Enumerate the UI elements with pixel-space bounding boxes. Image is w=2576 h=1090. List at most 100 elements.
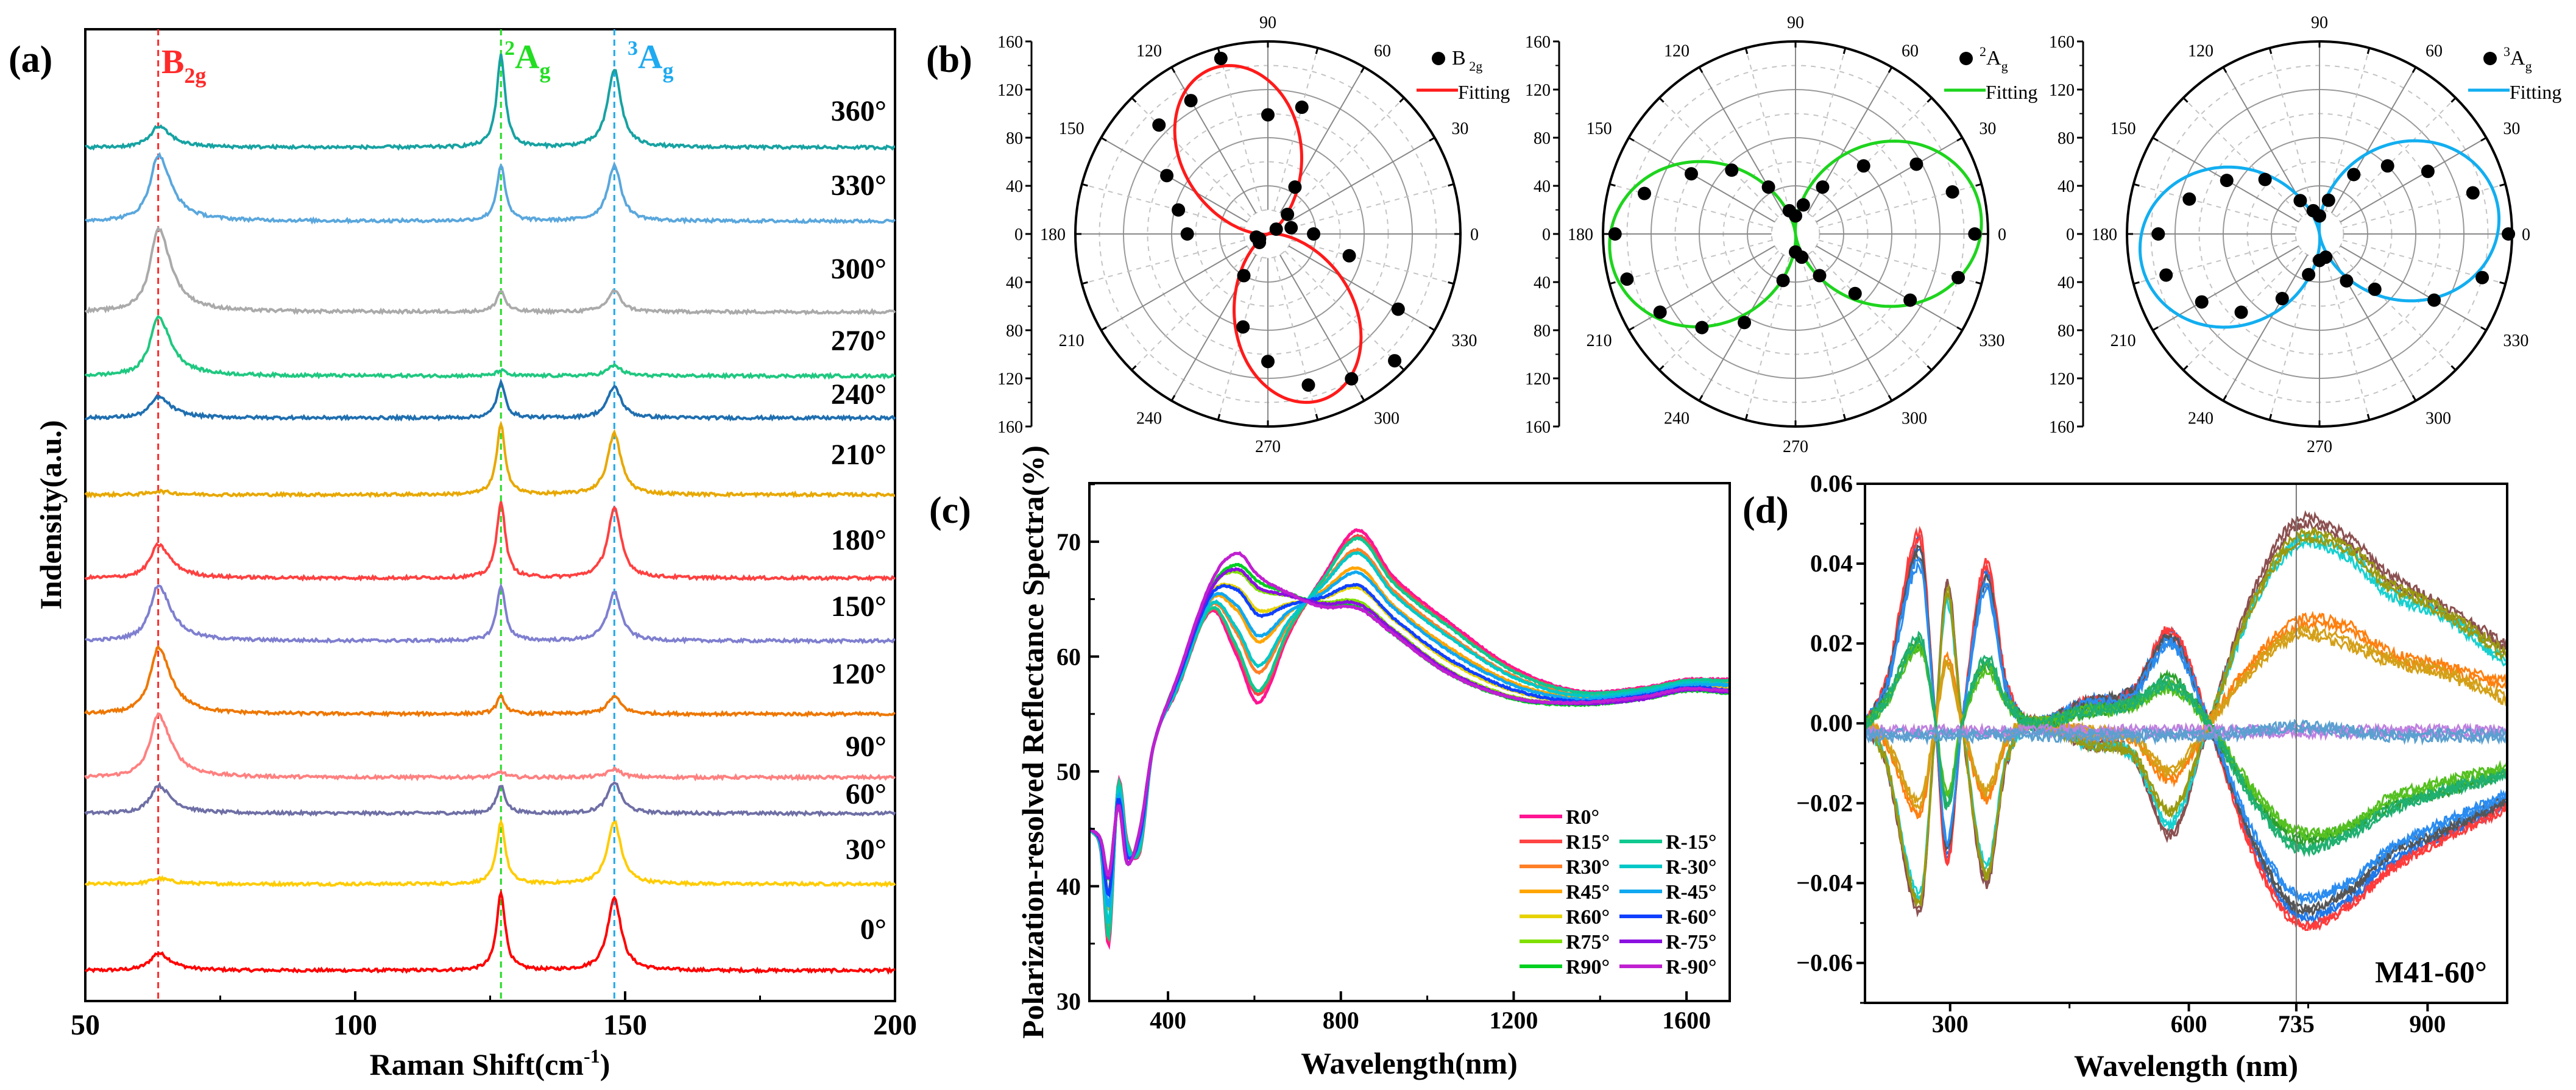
polar-grid-spoke (1812, 97, 1933, 218)
polar-data-point (2302, 267, 2316, 281)
legend-label: R-15° (1666, 831, 1716, 854)
polar-grid-spoke (1658, 97, 1779, 218)
legend-fit-label: Fitting (1458, 81, 1510, 103)
polar-data-point (1848, 286, 1862, 300)
polar-data-point (1152, 118, 1166, 132)
polar-angle-label: 300 (1902, 409, 1927, 428)
polar-data-point (1608, 227, 1622, 241)
x-tick-label: 1600 (1662, 1007, 1711, 1034)
polar-data-point (1342, 249, 1356, 263)
radial-tick-label: 160 (1525, 418, 1551, 437)
difference-line-14 (1865, 718, 2507, 741)
radial-tick-label: 0 (2066, 225, 2075, 244)
radial-tick-label: 40 (1006, 177, 1023, 196)
panel-a-x-axis-title: Raman Shift(cm-1) (370, 1045, 610, 1081)
polar-angle-label: 90 (2311, 13, 2328, 32)
radial-tick-label: 40 (1006, 274, 1023, 292)
spectrum-line-180deg (84, 501, 896, 582)
polar-grid-spoke (2340, 245, 2487, 331)
polar-grid-spoke (1290, 239, 1454, 285)
peak-label-sub: g (539, 58, 550, 83)
polar-data-point (1284, 221, 1298, 235)
polar-data-point (2195, 295, 2209, 309)
reflectance-line-R90deg (1089, 562, 1730, 877)
radial-tick-label: 80 (2058, 322, 2075, 341)
panel-c-y-axis-title: Polarization-resolved Reflectance Spectr… (1016, 445, 1050, 1039)
polar-data-point (1184, 94, 1198, 108)
polar-data-point (1269, 222, 1283, 236)
legend-marker-dot (1959, 52, 1973, 65)
polar-grid-spoke (1131, 97, 1251, 218)
x-title-text: Raman Shift(cm (370, 1047, 584, 1081)
polar-angle-label: 210 (1059, 331, 1085, 350)
legend-label: R75° (1566, 931, 1610, 954)
polar-data-point (2234, 305, 2248, 319)
radial-tick-label: 40 (1534, 177, 1551, 196)
polar-grid-spoke (1801, 257, 1846, 420)
polar-plot-2: 0306090120150180210240270300330160120804… (1525, 13, 2037, 456)
polar-angle-label: 270 (2307, 437, 2332, 456)
panel-d-x-axis-title: Wavelength (nm) (2074, 1049, 2298, 1083)
spectrum-angle-label: 60° (846, 778, 886, 810)
polar-grid-spoke (2182, 250, 2303, 371)
legend-marker-label: B 2g (1452, 47, 1482, 74)
polar-data-point (1253, 235, 1267, 249)
reflectance-line-R-45deg (1089, 570, 1730, 909)
polar-grid-spoke (1081, 239, 1245, 285)
panel-label-a: (a) (9, 39, 52, 80)
peak-label-sub: g (662, 58, 673, 83)
peak-label-pre: 3 (628, 37, 638, 60)
polar-data-point (2306, 203, 2320, 218)
polar-data-point (2427, 293, 2441, 307)
polar-angle-label: 30 (2503, 119, 2520, 138)
spectrum-angle-label: 0° (860, 913, 886, 946)
spectrum-angle-label: 270° (831, 325, 886, 357)
radial-tick-label: 40 (2058, 274, 2075, 292)
legend-main: A (2510, 47, 2525, 69)
polar-data-point (1637, 186, 1651, 200)
polar-grid-spoke (2325, 48, 2370, 211)
x-tick-label: 200 (873, 1009, 917, 1041)
polar-data-point (1968, 227, 1982, 241)
polar-angle-label: 210 (1587, 331, 1612, 350)
polar-grid-spoke (1081, 183, 1245, 228)
panel-a-raman-spectra: (a) 50 100 150 200B2g2Ag3Ag0°30°60°90°120°1… (9, 28, 917, 1081)
spectrum-line-90deg (84, 712, 896, 782)
radial-tick-label: 120 (1525, 370, 1551, 389)
polar-grid-spoke (1284, 97, 1405, 218)
radial-tick-label: 120 (997, 81, 1023, 100)
polar-data-point (1301, 378, 1315, 392)
spectrum-angle-label: 150° (831, 590, 886, 623)
polar-grid-spoke (1801, 48, 1846, 211)
y-tick-label: 60 (1056, 643, 1081, 671)
polar-grid-spoke (1812, 250, 1933, 371)
polar-angle-label: 0 (2522, 225, 2530, 244)
reflectance-line-R-75deg (1089, 567, 1730, 880)
spectrum-angle-label: 30° (846, 833, 886, 866)
polar-grid-spoke (1131, 250, 1251, 371)
legend-label: R-90° (1666, 956, 1716, 979)
difference-line-9 (1865, 623, 2507, 804)
polar-data-point (1782, 203, 1796, 218)
legend-sub: g (2001, 58, 2008, 74)
difference-line-2 (1865, 526, 2507, 930)
polar-data-point (1620, 272, 1634, 286)
spectrum-angle-label: 240° (831, 378, 886, 411)
polar-grid-spoke (1745, 257, 1790, 420)
x-tick-label: 300 (1932, 1010, 1969, 1038)
polar-data-point (1813, 269, 1827, 283)
x-tick-label: 50 (71, 1009, 100, 1041)
polar-data-point (1725, 163, 1739, 177)
radial-tick-label: 160 (1525, 33, 1551, 52)
polar-plot-3: 0306090120150180210240270300330160120804… (2049, 13, 2561, 456)
x-tick-label: 400 (1150, 1007, 1186, 1034)
polar-angle-label: 30 (1451, 119, 1468, 138)
polar-data-point (1816, 180, 1830, 194)
polar-grid-spoke (1273, 257, 1318, 420)
polar-grid-spoke (2340, 137, 2487, 223)
polar-data-point (1796, 198, 1810, 212)
polar-grid-spoke (2223, 254, 2309, 402)
difference-line-10 (1865, 642, 2507, 849)
y-tick-label: 70 (1056, 528, 1081, 556)
